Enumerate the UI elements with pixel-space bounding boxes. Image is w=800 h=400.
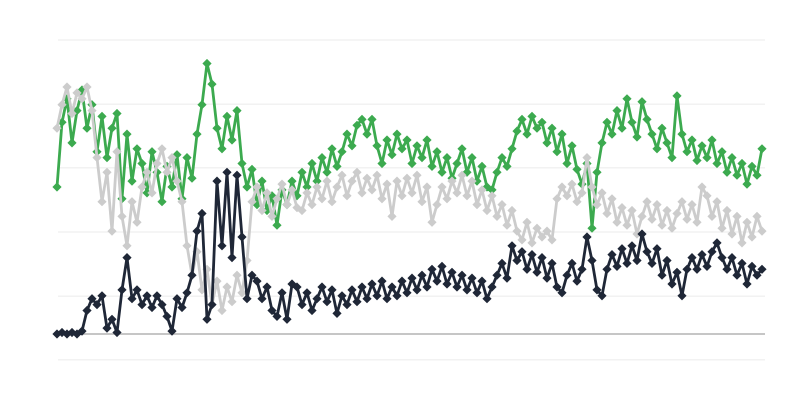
middle-gray-series-line: [55, 85, 764, 312]
lower-navy-series-line: [55, 170, 764, 336]
